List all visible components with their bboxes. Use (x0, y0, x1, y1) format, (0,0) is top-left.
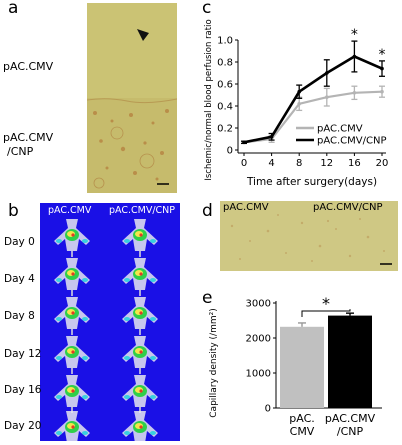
y-tick-label: 0 (227, 146, 233, 157)
panel-e-letter: e (202, 288, 213, 308)
panel-b-col-label-0: pAC.CMV (48, 205, 92, 216)
data-point (352, 91, 357, 95)
chart-c-ylabel: Ischemic/normal blood perfusion ratio (204, 19, 214, 180)
data-point (242, 140, 246, 145)
data-point (380, 66, 384, 71)
chart-e: 0 1000 2000 3000 pAC.CMV pAC.CMV/CNP * Capill… (209, 294, 382, 438)
significance-marker: * (379, 47, 386, 63)
bar (280, 326, 324, 408)
x-tick-label: CMV (290, 425, 315, 438)
x-tick-label: 4 (268, 158, 274, 169)
y-tick-label: 3000 (246, 299, 271, 310)
panel-d-left-label: pAC.CMV (223, 202, 269, 213)
panel-a-top-label: pAC.CMV (3, 60, 54, 73)
chart-e-ylabel: Capillary density (/mm²) (209, 308, 219, 417)
panel-a-micrograph (86, 3, 178, 193)
day-label: Day 16 (4, 384, 42, 396)
x-tick-label: 16 (348, 158, 361, 169)
series-line (243, 90, 383, 144)
panel-d-letter: d (202, 201, 213, 221)
chart-c-xlabel: Time after surgery(days) (246, 176, 377, 188)
x-tick-label: 12 (320, 158, 333, 169)
significance-bracket (301, 309, 351, 317)
legend-label: pAC.CMV/CNP (317, 136, 387, 147)
day-label: Day 12 (4, 348, 42, 360)
significance-marker: * (351, 27, 358, 43)
data-point (325, 95, 329, 99)
y-tick-label: 2000 (246, 334, 271, 345)
y-tick-label: 0 (265, 404, 271, 415)
x-tick-label: 20 (376, 158, 389, 169)
panel-b-col-label-1: pAC.CMV/CNP (109, 205, 176, 216)
mouse-col-0 (53, 218, 91, 445)
bar (328, 315, 372, 408)
panel-b-letter: b (8, 201, 19, 221)
day-label: Day 4 (4, 273, 35, 285)
data-point (269, 135, 274, 139)
y-tick-label: 0.2 (217, 124, 233, 135)
data-point (297, 102, 301, 106)
data-point (380, 89, 384, 94)
chart-c: 0 0.2 0.4 0.6 0.8 1.0 0 4 8 12 16 20 * * pAC.CMVpAC.C… (204, 19, 389, 188)
x-tick-label: /CNP (337, 425, 364, 438)
legend-label: pAC.CMV (317, 124, 363, 135)
panel-a-bottom-label-1: pAC.CMV (3, 131, 54, 144)
day-label: Day 0 (4, 236, 35, 248)
panel-a-letter: a (8, 0, 19, 18)
x-tick-label: 0 (241, 158, 247, 169)
data-point (297, 89, 301, 94)
y-tick-label: 0.8 (217, 58, 233, 69)
x-tick-label: pAC.CMV (325, 412, 376, 425)
day-label: Day 8 (4, 310, 35, 322)
panel-d-right-label: pAC.CMV/CNP (313, 202, 383, 213)
data-point (325, 71, 329, 75)
y-tick-label: 0.6 (217, 80, 233, 91)
mouse-col-1 (121, 218, 159, 445)
y-tick-label: 1000 (246, 369, 271, 380)
arrowhead-icon (137, 29, 149, 41)
panel-a-bottom-label-2: /CNP (7, 145, 34, 158)
y-tick-label: 0.4 (217, 102, 233, 113)
x-tick-label: pAC. (289, 412, 315, 425)
data-point (352, 54, 357, 59)
panel-d-micrograph: pAC.CMV pAC.CMV/CNP (220, 201, 398, 271)
panel-b-imaging: pAC.CMV pAC.CMV/CNP (40, 203, 180, 445)
day-label: Day 20 (4, 420, 42, 432)
x-tick-label: 8 (296, 158, 302, 169)
series-line (243, 55, 383, 144)
significance-marker: * (322, 294, 330, 313)
panel-c-letter: c (202, 0, 212, 18)
y-tick-label: 1.0 (217, 36, 233, 47)
